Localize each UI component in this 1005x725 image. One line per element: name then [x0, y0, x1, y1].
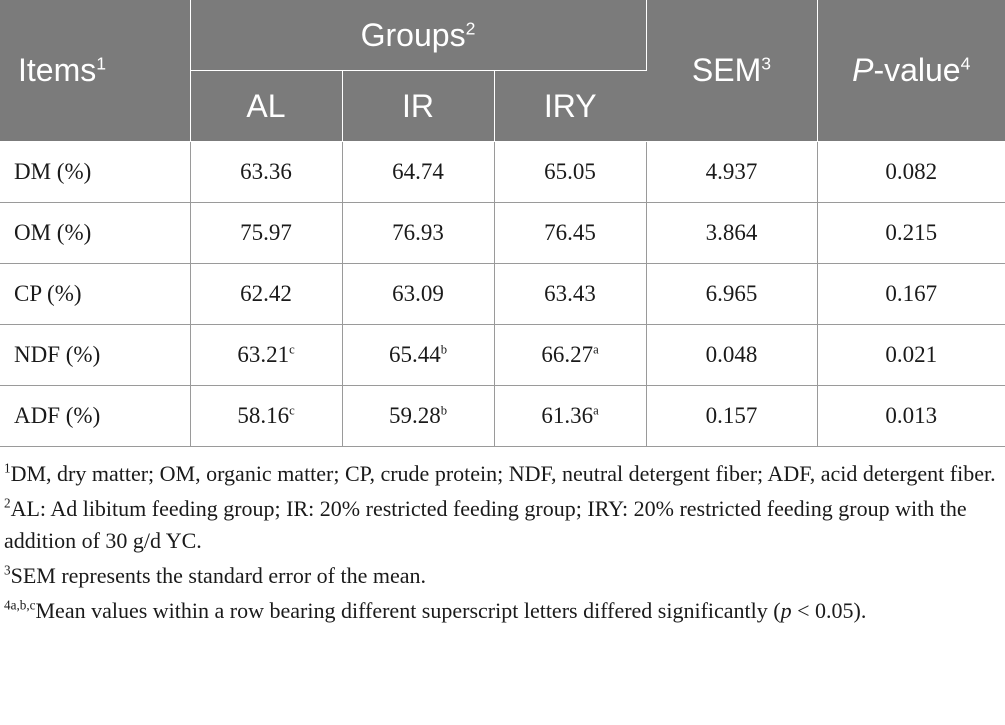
- header-row-sub: AL IR IRY: [0, 70, 1005, 142]
- row-item: NDF (%): [0, 324, 191, 386]
- row-item: OM (%): [0, 202, 191, 264]
- cell-sem: 0.048: [646, 324, 818, 386]
- footnotes: 1DM, dry matter; OM, organic matter; CP,…: [0, 458, 1000, 630]
- cell-iry: 66.27a: [494, 324, 647, 386]
- table-row: NDF (%) 63.21c 65.44b 66.27a 0.048 0.021: [0, 324, 1005, 386]
- cell-iry: 63.43: [494, 263, 647, 325]
- cell-al: 63.36: [190, 141, 343, 203]
- cell-ir: 76.93: [342, 202, 495, 264]
- cell-p-value: 0.215: [817, 202, 1005, 264]
- header-groups: Groups2: [190, 0, 647, 71]
- footnote-2: 2AL: Ad libitum feeding group; IR: 20% r…: [4, 495, 967, 553]
- footnote-4: 4a,b,cMean values within a row bearing d…: [4, 597, 867, 623]
- table-row: OM (%) 75.97 76.93 76.45 3.864 0.215: [0, 202, 1005, 264]
- cell-sem: 3.864: [646, 202, 818, 264]
- header-ir: IR: [342, 70, 495, 142]
- cell-al: 63.21c: [190, 324, 343, 386]
- footnote-1: 1DM, dry matter; OM, organic matter; CP,…: [4, 460, 996, 486]
- table-header: Items1 Groups2 SEM3 P-value4 AL IR IRY: [0, 0, 1005, 142]
- cell-sem: 0.157: [646, 385, 818, 447]
- cell-al: 62.42: [190, 263, 343, 325]
- cell-p-value: 0.167: [817, 263, 1005, 325]
- table-body: DM (%) 63.36 64.74 65.05 4.937 0.082 OM …: [0, 141, 1005, 447]
- header-iry: IRY: [494, 70, 646, 142]
- cell-p-value: 0.082: [817, 141, 1005, 203]
- cell-p-value: 0.013: [817, 385, 1005, 447]
- cell-ir: 59.28b: [342, 385, 495, 447]
- header-sem: SEM3: [646, 0, 818, 142]
- cell-iry: 65.05: [494, 141, 647, 203]
- cell-ir: 64.74: [342, 141, 495, 203]
- table-row: DM (%) 63.36 64.74 65.05 4.937 0.082: [0, 141, 1005, 203]
- cell-sem: 4.937: [646, 141, 818, 203]
- data-table: Items1 Groups2 SEM3 P-value4 AL IR IRY D…: [0, 0, 1005, 447]
- row-item: DM (%): [0, 141, 191, 203]
- cell-ir: 63.09: [342, 263, 495, 325]
- table-row: CP (%) 62.42 63.09 63.43 6.965 0.167: [0, 263, 1005, 325]
- table-row: ADF (%) 58.16c 59.28b 61.36a 0.157 0.013: [0, 385, 1005, 447]
- cell-sem: 6.965: [646, 263, 818, 325]
- cell-iry: 76.45: [494, 202, 647, 264]
- cell-iry: 61.36a: [494, 385, 647, 447]
- row-item: CP (%): [0, 263, 191, 325]
- cell-p-value: 0.021: [817, 324, 1005, 386]
- header-al: AL: [190, 70, 343, 142]
- cell-al: 58.16c: [190, 385, 343, 447]
- cell-ir: 65.44b: [342, 324, 495, 386]
- table-container: Items1 Groups2 SEM3 P-value4 AL IR IRY D…: [0, 0, 1005, 447]
- header-items: Items1: [0, 0, 191, 142]
- header-p-value: P-value4: [817, 0, 1005, 142]
- footnote-3: 3SEM represents the standard error of th…: [4, 562, 427, 588]
- row-item: ADF (%): [0, 385, 191, 447]
- cell-al: 75.97: [190, 202, 343, 264]
- header-row-top: Items1 Groups2 SEM3 P-value4: [0, 0, 1005, 142]
